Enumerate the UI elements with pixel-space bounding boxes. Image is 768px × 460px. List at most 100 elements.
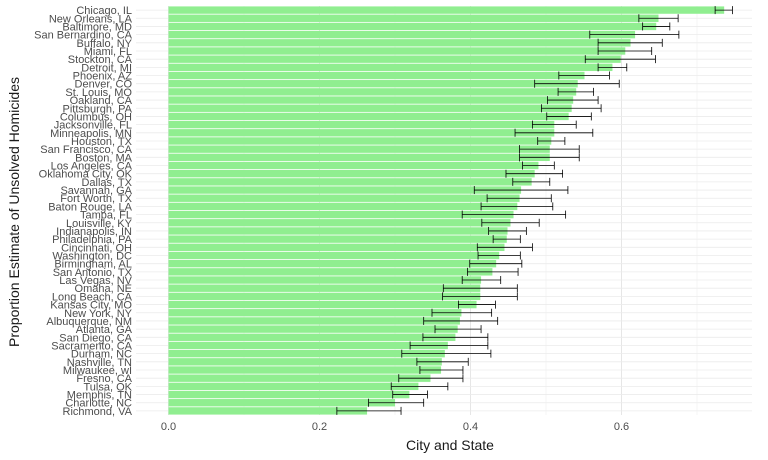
error-bar bbox=[409, 341, 489, 350]
error-bar bbox=[390, 382, 449, 391]
error-bar bbox=[336, 406, 402, 415]
y-tick-label: Charlotte, NC bbox=[65, 398, 132, 410]
bar bbox=[168, 390, 410, 399]
x-tick-label: 0.4 bbox=[463, 421, 478, 433]
y-tick-label: Stockton, CA bbox=[68, 54, 133, 66]
error-bar bbox=[392, 390, 428, 399]
y-axis-title: Proportion Estimate of Unsolved Homicide… bbox=[6, 77, 22, 347]
y-tick-label: Baltimore, MD bbox=[62, 21, 132, 33]
error-bar bbox=[546, 112, 592, 121]
bar bbox=[168, 194, 520, 202]
bar bbox=[168, 300, 477, 309]
error-bar bbox=[480, 202, 554, 211]
bar bbox=[168, 178, 532, 186]
error-bar bbox=[519, 153, 580, 162]
error-bar bbox=[423, 316, 499, 325]
bar bbox=[168, 292, 481, 301]
error-bar bbox=[458, 300, 496, 309]
error-bar bbox=[473, 186, 569, 195]
bar bbox=[168, 63, 613, 72]
y-tick-label: Columbus, OH bbox=[60, 111, 132, 123]
y-tick-label: Baton Rouge, LA bbox=[48, 201, 132, 213]
y-tick-label: Long Beach, CA bbox=[52, 291, 133, 303]
bar bbox=[168, 161, 539, 170]
y-tick-label: Durham, NC bbox=[71, 349, 132, 361]
y-tick-label: Miami, FL bbox=[84, 46, 132, 58]
error-bar bbox=[416, 357, 469, 366]
error-bar bbox=[481, 218, 540, 227]
bar bbox=[168, 112, 569, 121]
error-bar bbox=[534, 79, 620, 88]
bar bbox=[168, 170, 535, 178]
bar bbox=[168, 137, 552, 145]
error-bar bbox=[589, 30, 680, 39]
bar bbox=[168, 129, 555, 137]
bar bbox=[168, 227, 508, 235]
bar bbox=[168, 71, 585, 80]
bar bbox=[168, 284, 481, 292]
bar bbox=[168, 374, 431, 382]
error-bar bbox=[442, 292, 518, 301]
bar bbox=[168, 358, 442, 366]
y-tick-label: Detroit, MI bbox=[81, 62, 132, 74]
y-tick-label: Atlanta, GA bbox=[76, 324, 133, 336]
bar bbox=[168, 341, 448, 350]
bar bbox=[168, 88, 577, 96]
error-bar bbox=[522, 161, 555, 170]
error-bar bbox=[514, 128, 594, 137]
error-bar bbox=[476, 243, 533, 252]
bar bbox=[168, 39, 631, 47]
y-tick-label: Kansas City, MO bbox=[50, 300, 132, 312]
error-bar bbox=[461, 210, 567, 219]
bar bbox=[168, 407, 368, 415]
error-bar bbox=[368, 398, 425, 407]
y-tick-label: Pittsburgh, PA bbox=[63, 103, 133, 115]
error-bar bbox=[505, 169, 564, 178]
y-tick-label: Fort Worth, TX bbox=[60, 193, 132, 205]
error-bar bbox=[512, 177, 551, 186]
y-tick-label: Memphis, TN bbox=[67, 390, 132, 402]
bar bbox=[168, 55, 621, 63]
y-tick-label: Savannah, GA bbox=[60, 185, 132, 197]
x-tick-label: 0.0 bbox=[161, 421, 176, 433]
bar bbox=[168, 243, 505, 251]
bar bbox=[168, 309, 462, 317]
y-tick-label: Oakland, CA bbox=[70, 95, 133, 107]
bar bbox=[168, 399, 395, 407]
error-bar bbox=[461, 276, 502, 285]
error-bar bbox=[488, 226, 527, 235]
y-tick-label: Cincinnati, OH bbox=[61, 242, 132, 254]
error-bar bbox=[541, 104, 602, 113]
y-tick-label: New York, NY bbox=[64, 308, 133, 320]
bar bbox=[168, 317, 460, 325]
error-bar bbox=[469, 259, 523, 268]
bar bbox=[168, 251, 500, 260]
error-bar bbox=[597, 63, 628, 72]
bar bbox=[168, 6, 725, 14]
bar bbox=[168, 120, 555, 129]
y-tick-label: Richmond, VA bbox=[63, 406, 133, 418]
error-bar bbox=[558, 71, 610, 80]
error-bar bbox=[537, 136, 566, 145]
y-tick-label: Sacramento, CA bbox=[51, 340, 132, 352]
bar bbox=[168, 30, 636, 39]
bar bbox=[168, 325, 458, 333]
y-tick-label: Nashville, TN bbox=[67, 357, 132, 369]
y-tick-label: Louisville, KY bbox=[66, 218, 133, 230]
error-bar bbox=[638, 14, 679, 23]
error-bar bbox=[597, 38, 663, 47]
bar bbox=[168, 333, 456, 341]
y-tick-label: Tampa, FL bbox=[80, 210, 132, 222]
y-tick-label: Omaha, NE bbox=[75, 283, 132, 295]
y-tick-label: St. Louis, MO bbox=[65, 87, 132, 99]
error-bar bbox=[442, 284, 518, 293]
bar bbox=[168, 210, 514, 219]
y-tick-label: Chicago, IL bbox=[76, 5, 132, 17]
bar bbox=[168, 202, 518, 211]
error-bar bbox=[597, 46, 653, 55]
bars bbox=[168, 6, 725, 415]
bar bbox=[168, 22, 657, 31]
x-axis-title: City and State bbox=[406, 437, 494, 453]
bar bbox=[168, 96, 574, 104]
y-tick-label: Tulsa, OK bbox=[84, 381, 133, 393]
